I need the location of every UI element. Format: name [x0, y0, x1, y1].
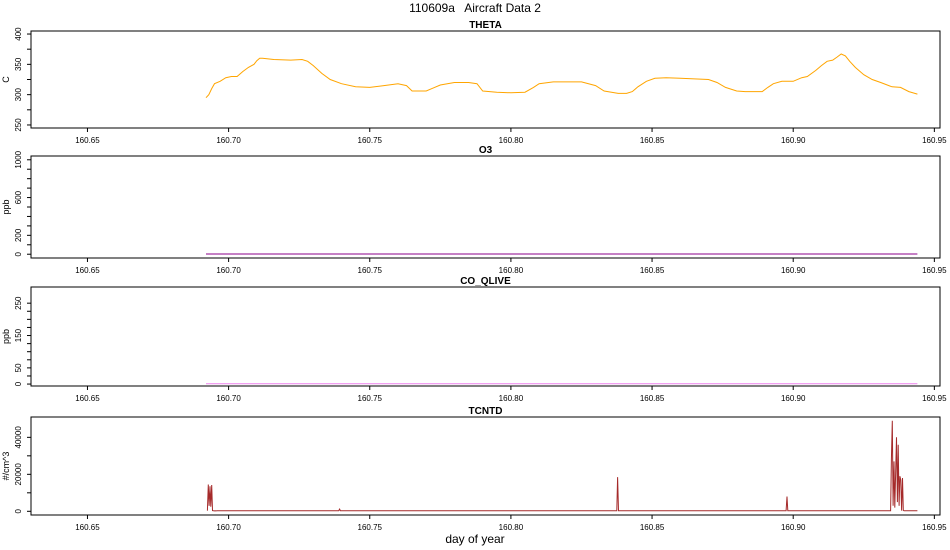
- y-tick-label: 0: [14, 251, 23, 256]
- y-tick-label: 250: [14, 296, 23, 310]
- x-tick-label: 160.80: [499, 266, 524, 275]
- y-tick-label: 50: [14, 363, 23, 372]
- x-tick-label: 160.80: [499, 394, 524, 403]
- panel-title: CO_QLIVE: [460, 276, 511, 287]
- plot-frame: [30, 286, 941, 387]
- y-tick-label: 200: [14, 228, 23, 242]
- y-tick-label: 250: [14, 118, 23, 132]
- y-tick-label: 400: [14, 27, 23, 41]
- x-tick-label: 160.70: [216, 266, 241, 275]
- x-tick-label: 160.80: [499, 136, 524, 145]
- x-tick-label: 160.75: [358, 523, 383, 532]
- x-tick-label: 160.90: [781, 394, 806, 403]
- x-tick-label: 160.90: [781, 523, 806, 532]
- x-tick-label: 160.65: [75, 394, 100, 403]
- y-tick-label: 1000: [14, 150, 23, 168]
- plot-frame: [30, 30, 941, 129]
- x-tick-label: 160.85: [640, 394, 665, 403]
- x-tick-label: 160.90: [781, 266, 806, 275]
- x-tick-label: 160.65: [75, 136, 100, 145]
- x-tick-label: 160.85: [640, 266, 665, 275]
- figure-title: 110609a Aircraft Data 2: [409, 1, 541, 15]
- x-tick-label: 160.70: [216, 136, 241, 145]
- x-tick-label: 160.70: [216, 523, 241, 532]
- x-tick-label: 160.95: [922, 394, 947, 403]
- panel-title: TCNTD: [469, 406, 503, 417]
- x-tick-label: 160.95: [922, 266, 947, 275]
- plot-frame: [30, 155, 941, 259]
- y-axis-label: C: [1, 76, 11, 83]
- y-tick-label: 0: [14, 381, 23, 386]
- x-tick-label: 160.95: [922, 136, 947, 145]
- x-tick-label: 160.95: [922, 523, 947, 532]
- x-axis-label: day of year: [445, 532, 505, 546]
- y-tick-label: 150: [14, 328, 23, 342]
- x-tick-label: 160.65: [75, 266, 100, 275]
- x-tick-label: 160.65: [75, 523, 100, 532]
- x-tick-label: 160.85: [640, 523, 665, 532]
- y-tick-label: 40000: [14, 426, 23, 449]
- panel-2: O3 ppb 160.65 160.70 160.75 160.80 160.85 160.9…: [1, 145, 947, 275]
- x-tick-label: 160.90: [781, 136, 806, 145]
- y-axis-label: ppb: [1, 199, 11, 214]
- y-axis-label: #/cm^3: [1, 452, 11, 481]
- panel-1: THETA C 160.65 160.70 160.75 160.80 160.85 160.…: [1, 20, 947, 145]
- panel-4: TCNTD #/cm^3 160.65 160.70 160.75 160.80 160.8…: [1, 406, 947, 532]
- y-tick-label: 600: [14, 190, 23, 204]
- y-tick-label: 350: [14, 57, 23, 71]
- y-tick-label: 0: [14, 509, 23, 514]
- panel-title: THETA: [469, 20, 502, 31]
- panel-title: O3: [479, 145, 493, 156]
- x-tick-label: 160.75: [358, 266, 383, 275]
- x-tick-label: 160.75: [358, 394, 383, 403]
- y-tick-label: 20000: [14, 463, 23, 486]
- series-line: [205, 53, 918, 99]
- plot-frame: [30, 416, 941, 516]
- x-tick-label: 160.75: [358, 136, 383, 145]
- x-tick-label: 160.70: [216, 394, 241, 403]
- x-tick-label: 160.85: [640, 136, 665, 145]
- x-tick-label: 160.80: [499, 523, 524, 532]
- y-axis-label: ppb: [1, 329, 11, 344]
- series-line: [206, 420, 918, 512]
- y-tick-label: 300: [14, 87, 23, 101]
